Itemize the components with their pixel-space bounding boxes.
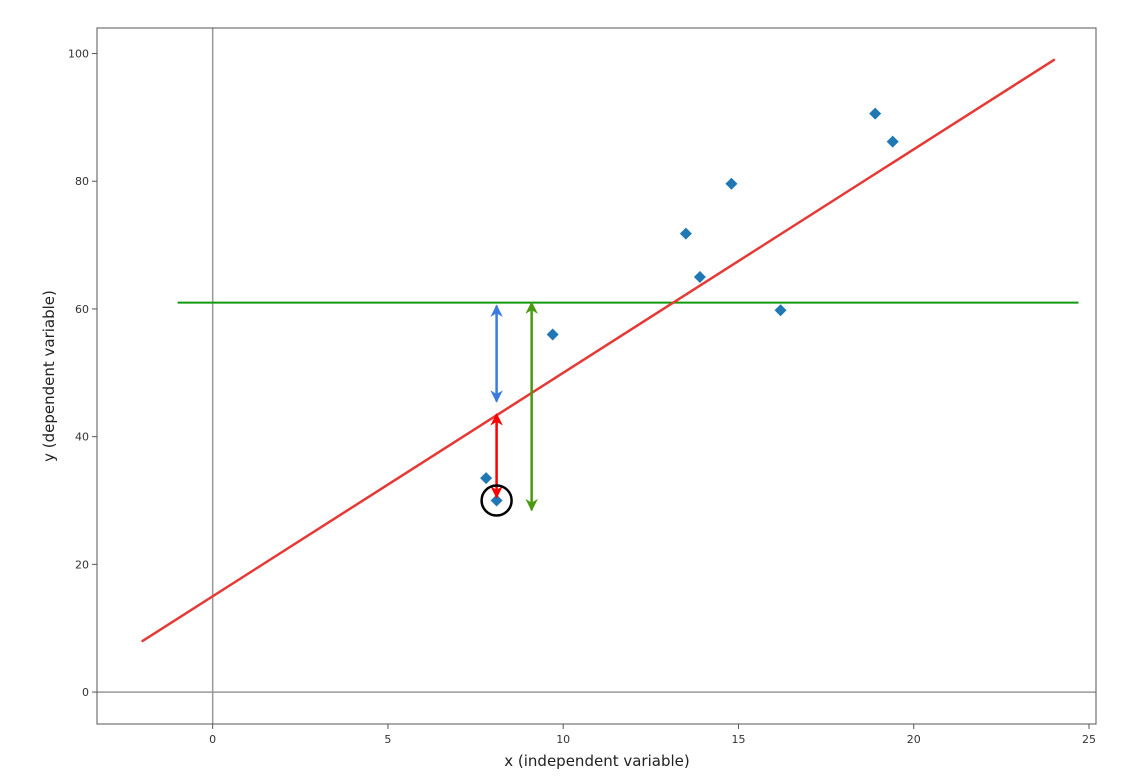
deviation-arrows <box>490 301 538 512</box>
y-tick-label: 20 <box>75 558 89 571</box>
y-tick-label: 80 <box>75 175 89 188</box>
x-tick-label: 25 <box>1082 733 1096 746</box>
y-axis-label: y (dependent variable) <box>40 290 58 462</box>
y-axis-ticks: 0 20 40 60 80 100 <box>68 48 97 699</box>
data-point <box>886 135 899 148</box>
x-axis-ticks: 0 5 10 15 20 25 <box>209 724 1096 746</box>
fit-lines <box>141 58 1079 643</box>
x-axis-label: x (independent variable) <box>504 752 689 770</box>
data-point <box>546 328 559 341</box>
zero-reference-lines <box>97 28 1096 724</box>
highlight-circle <box>480 484 513 517</box>
x-tick-label: 20 <box>907 733 921 746</box>
x-tick-label: 10 <box>556 733 570 746</box>
x-tick-label: 5 <box>384 733 391 746</box>
data-point <box>480 472 493 485</box>
data-points <box>480 107 899 507</box>
data-point <box>869 107 882 120</box>
x-tick-label: 15 <box>731 733 745 746</box>
x-tick-label: 0 <box>209 733 216 746</box>
data-point <box>679 227 692 240</box>
highlight-layer <box>480 484 513 517</box>
y-tick-label: 100 <box>68 48 89 61</box>
data-point <box>774 304 787 317</box>
y-tick-label: 0 <box>82 686 89 699</box>
y-tick-label: 40 <box>75 431 89 444</box>
y-tick-label: 60 <box>75 303 89 316</box>
regression-line <box>141 58 1056 643</box>
plot-frame <box>96 27 1097 725</box>
data-point <box>725 177 738 190</box>
data-point <box>693 271 706 284</box>
